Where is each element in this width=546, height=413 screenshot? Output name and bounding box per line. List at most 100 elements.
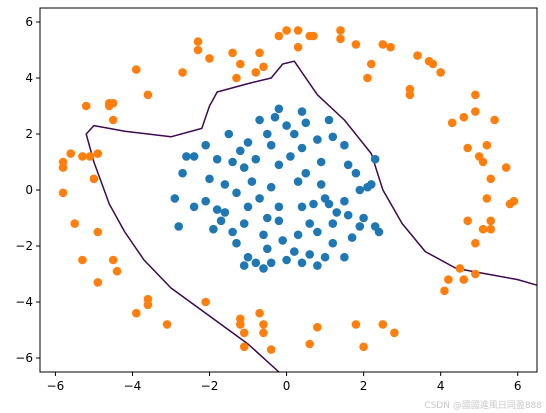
decision-boundary-line bbox=[85, 60, 538, 373]
data-point-blue bbox=[189, 152, 199, 161]
data-point-orange bbox=[143, 300, 153, 310]
x-tick-label: −6 bbox=[47, 379, 65, 393]
data-point-orange bbox=[486, 174, 496, 184]
data-point-orange bbox=[486, 224, 496, 234]
data-point-orange bbox=[274, 31, 284, 41]
data-point-orange bbox=[378, 40, 388, 49]
data-point-orange bbox=[201, 297, 210, 307]
data-point-blue bbox=[320, 252, 330, 262]
data-point-orange bbox=[471, 269, 480, 279]
data-point-orange bbox=[78, 255, 87, 265]
data-point-orange bbox=[193, 45, 203, 55]
data-point-blue bbox=[290, 247, 299, 256]
data-point-orange bbox=[447, 118, 457, 128]
data-point-blue bbox=[178, 168, 187, 178]
data-point-blue bbox=[255, 194, 264, 203]
data-point-orange bbox=[313, 322, 322, 332]
data-point-blue bbox=[266, 258, 276, 268]
data-point-blue bbox=[251, 154, 261, 164]
data-point-orange bbox=[132, 308, 141, 318]
data-point-orange bbox=[455, 264, 465, 273]
data-point-blue bbox=[282, 255, 291, 265]
data-point-blue bbox=[243, 252, 253, 262]
data-point-orange bbox=[78, 152, 87, 161]
data-point-orange bbox=[501, 163, 511, 172]
data-point-orange bbox=[336, 26, 345, 35]
data-point-orange bbox=[428, 59, 438, 69]
x-tick-label: 2 bbox=[360, 379, 368, 393]
data-point-blue bbox=[239, 219, 249, 228]
x-tick-label: 4 bbox=[437, 379, 445, 393]
data-point-orange bbox=[440, 286, 449, 296]
data-point-orange bbox=[239, 342, 249, 352]
x-tick-label: −2 bbox=[201, 379, 219, 393]
data-point-blue bbox=[224, 129, 234, 139]
data-point-blue bbox=[359, 213, 368, 223]
data-point-blue bbox=[216, 216, 226, 226]
data-point-orange bbox=[471, 107, 480, 116]
data-point-orange bbox=[444, 275, 453, 284]
data-point-blue bbox=[274, 104, 284, 114]
data-point-blue bbox=[263, 129, 272, 139]
data-point-orange bbox=[471, 238, 480, 248]
data-point-orange bbox=[351, 40, 361, 49]
x-tick-label: −4 bbox=[124, 379, 142, 393]
data-point-blue bbox=[324, 115, 334, 125]
scatter-points-layer bbox=[58, 26, 519, 354]
data-point-orange bbox=[463, 216, 473, 226]
data-point-orange bbox=[363, 73, 372, 83]
data-point-blue bbox=[332, 208, 342, 217]
data-point-blue bbox=[232, 238, 241, 248]
data-point-orange bbox=[463, 143, 473, 153]
data-point-orange bbox=[482, 194, 492, 203]
data-point-orange bbox=[490, 115, 499, 125]
data-point-orange bbox=[143, 90, 153, 100]
data-point-orange bbox=[390, 328, 399, 338]
data-point-orange bbox=[367, 59, 376, 69]
data-point-orange bbox=[66, 149, 76, 158]
data-point-orange bbox=[505, 199, 515, 209]
y-tick-label: 4 bbox=[25, 71, 33, 85]
data-point-blue bbox=[340, 140, 349, 150]
x-tick-label: 6 bbox=[514, 379, 522, 393]
data-point-orange bbox=[205, 54, 214, 63]
data-point-orange bbox=[228, 48, 237, 58]
data-point-blue bbox=[228, 157, 237, 167]
data-point-blue bbox=[297, 258, 307, 268]
data-point-orange bbox=[93, 227, 103, 237]
data-point-blue bbox=[274, 160, 284, 170]
data-point-orange bbox=[232, 73, 241, 83]
data-point-blue bbox=[305, 219, 315, 228]
data-point-orange bbox=[58, 188, 68, 198]
data-point-blue bbox=[239, 261, 249, 270]
data-point-blue bbox=[270, 112, 280, 122]
data-point-blue bbox=[278, 236, 288, 245]
data-point-blue bbox=[209, 224, 218, 234]
data-point-blue bbox=[343, 210, 353, 220]
data-point-blue bbox=[363, 182, 372, 192]
data-point-blue bbox=[309, 199, 318, 209]
y-tick-label: −2 bbox=[15, 239, 33, 253]
data-point-orange bbox=[266, 345, 276, 354]
data-point-orange bbox=[482, 140, 492, 150]
data-point-orange bbox=[471, 90, 480, 100]
data-point-blue bbox=[301, 168, 311, 178]
data-point-orange bbox=[436, 68, 446, 77]
data-point-orange bbox=[178, 68, 187, 77]
data-point-orange bbox=[282, 26, 291, 35]
data-point-blue bbox=[374, 227, 384, 237]
data-point-blue bbox=[239, 163, 249, 172]
decision-boundary-layer bbox=[85, 60, 538, 373]
data-point-blue bbox=[170, 194, 180, 203]
data-point-blue bbox=[182, 152, 191, 161]
x-axis-ticks: −6 −4 −2 0 2 4 6 bbox=[47, 372, 522, 393]
data-point-blue bbox=[297, 202, 307, 212]
data-point-orange bbox=[58, 163, 68, 172]
data-point-blue bbox=[243, 202, 253, 212]
data-point-blue bbox=[255, 115, 264, 125]
data-point-orange bbox=[478, 224, 488, 234]
data-point-orange bbox=[459, 112, 469, 122]
data-point-orange bbox=[293, 26, 303, 35]
data-point-orange bbox=[259, 328, 268, 338]
